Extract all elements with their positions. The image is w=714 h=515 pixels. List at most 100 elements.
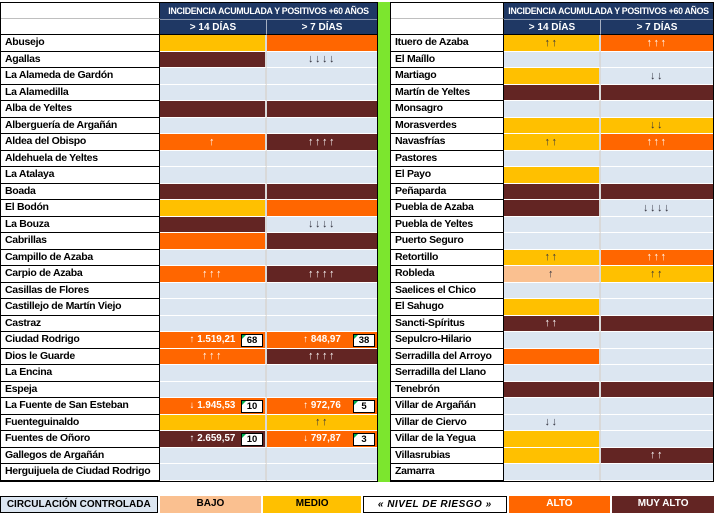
risk-cell-c7[interactable]	[267, 84, 377, 101]
risk-cell-c7[interactable]	[267, 200, 377, 217]
risk-cell-c14[interactable]	[504, 216, 601, 233]
municipality-name-cell[interactable]: Villasrubias	[391, 447, 504, 464]
risk-cell-c7[interactable]	[601, 348, 713, 365]
risk-cell-c14[interactable]	[504, 282, 601, 299]
risk-cell-c7[interactable]	[267, 233, 377, 250]
municipality-name-cell[interactable]: Cabrillas	[1, 233, 160, 250]
risk-cell-c14[interactable]	[160, 101, 267, 118]
risk-cell-c7[interactable]	[267, 183, 377, 200]
risk-cell-c14[interactable]	[160, 414, 267, 431]
municipality-name-cell[interactable]: Puebla de Azaba	[391, 200, 504, 217]
risk-cell-c7[interactable]	[601, 51, 713, 68]
municipality-name-cell[interactable]: El Payo	[391, 167, 504, 184]
municipality-name-cell[interactable]: Agallas	[1, 51, 160, 68]
column-header-7d[interactable]: > 7 DÍAS	[267, 19, 377, 35]
risk-cell-c7[interactable]	[601, 150, 713, 167]
risk-cell-c14[interactable]	[160, 464, 267, 481]
risk-cell-c14[interactable]	[160, 315, 267, 332]
risk-cell-c14[interactable]	[504, 117, 601, 134]
municipality-name-cell[interactable]: Aldea del Obispo	[1, 134, 160, 151]
risk-cell-c14[interactable]: ↑↑↑	[160, 348, 267, 365]
risk-cell-c7[interactable]: ↑↑↑	[601, 35, 713, 52]
risk-cell-c14[interactable]: ↑↑	[504, 249, 601, 266]
municipality-name-cell[interactable]: Alberguería de Argañán	[1, 117, 160, 134]
risk-cell-c14[interactable]	[504, 51, 601, 68]
risk-cell-c14[interactable]	[504, 68, 601, 85]
municipality-name-cell[interactable]: Abusejo	[1, 35, 160, 52]
risk-cell-c7[interactable]	[267, 35, 377, 52]
risk-cell-c7[interactable]	[601, 414, 713, 431]
legend-very_high[interactable]: MUY ALTO	[612, 496, 714, 513]
municipality-name-cell[interactable]: Gallegos de Argañán	[1, 447, 160, 464]
municipality-name-cell[interactable]: Sepulcro-Hilario	[391, 332, 504, 349]
risk-cell-c14[interactable]	[504, 381, 601, 398]
risk-cell-c7[interactable]	[601, 84, 713, 101]
column-header-14d[interactable]: > 14 DÍAS	[160, 19, 267, 35]
risk-cell-c14[interactable]	[504, 332, 601, 349]
municipality-name-cell[interactable]: Puerto Seguro	[391, 233, 504, 250]
risk-cell-c14[interactable]	[504, 183, 601, 200]
risk-cell-c14[interactable]: ↓↓	[504, 414, 601, 431]
risk-cell-c7[interactable]: ↓↓↓↓	[267, 51, 377, 68]
risk-cell-c7[interactable]	[601, 233, 713, 250]
municipality-name-cell[interactable]: El Sahugo	[391, 299, 504, 316]
risk-cell-c7[interactable]: ↓↓	[601, 68, 713, 85]
risk-cell-c14[interactable]	[504, 365, 601, 382]
risk-cell-c7[interactable]: ↑ 972,76 5	[267, 398, 377, 415]
risk-cell-c14[interactable]	[160, 249, 267, 266]
risk-cell-c7[interactable]	[267, 282, 377, 299]
risk-cell-c7[interactable]: ↑↑	[601, 266, 713, 283]
risk-cell-c14[interactable]	[160, 200, 267, 217]
risk-cell-c14[interactable]	[504, 101, 601, 118]
risk-cell-c7[interactable]	[267, 299, 377, 316]
municipality-name-cell[interactable]: Morasverdes	[391, 117, 504, 134]
municipality-name-cell[interactable]: Castraz	[1, 315, 160, 332]
risk-cell-c14[interactable]	[160, 84, 267, 101]
risk-cell-c7[interactable]	[601, 216, 713, 233]
legend-high[interactable]: ALTO	[508, 496, 611, 513]
risk-cell-c7[interactable]	[601, 398, 713, 415]
municipality-name-cell[interactable]: Tenebrón	[391, 381, 504, 398]
risk-cell-c14[interactable]	[160, 183, 267, 200]
municipality-name-cell[interactable]: Saelices el Chico	[391, 282, 504, 299]
risk-cell-c14[interactable]: ↑↑↑	[160, 266, 267, 283]
municipality-name-cell[interactable]: Villar de Ciervo	[391, 414, 504, 431]
risk-cell-c7[interactable]	[601, 299, 713, 316]
municipality-name-cell[interactable]: Puebla de Yeltes	[391, 216, 504, 233]
municipality-name-cell[interactable]: Aldehuela de Yeltes	[1, 150, 160, 167]
risk-cell-c7[interactable]: ↑↑	[601, 447, 713, 464]
municipality-name-cell[interactable]: Serradilla del Arroyo	[391, 348, 504, 365]
risk-cell-c14[interactable]	[160, 299, 267, 316]
municipality-name-cell[interactable]: La Bouza	[1, 216, 160, 233]
municipality-name-cell[interactable]: El Maíllo	[391, 51, 504, 68]
risk-cell-c7[interactable]	[267, 315, 377, 332]
municipality-name-cell[interactable]: Pastores	[391, 150, 504, 167]
municipality-name-cell[interactable]: La Fuente de San Esteban	[1, 398, 160, 415]
risk-cell-c7[interactable]: ↑ 848,97 38	[267, 332, 377, 349]
risk-cell-c14[interactable]	[160, 216, 267, 233]
risk-cell-c14[interactable]	[504, 398, 601, 415]
municipality-name-cell[interactable]: Alba de Yeltes	[1, 101, 160, 118]
municipality-name-cell[interactable]: Serradilla del Llano	[391, 365, 504, 382]
risk-cell-c14[interactable]	[160, 150, 267, 167]
risk-cell-c7[interactable]	[267, 150, 377, 167]
risk-cell-c14[interactable]: ↑ 1.519,21 68	[160, 332, 267, 349]
municipality-name-cell[interactable]: El Bodón	[1, 200, 160, 217]
risk-cell-c14[interactable]	[504, 447, 601, 464]
risk-cell-c14[interactable]	[160, 51, 267, 68]
risk-cell-c14[interactable]	[160, 381, 267, 398]
municipality-name-cell[interactable]: La Encina	[1, 365, 160, 382]
risk-cell-c14[interactable]: ↑	[160, 134, 267, 151]
risk-cell-c14[interactable]	[160, 365, 267, 382]
municipality-name-cell[interactable]: Fuentes de Oñoro	[1, 431, 160, 448]
risk-cell-c7[interactable]: ↓↓↓↓	[601, 200, 713, 217]
municipality-name-cell[interactable]: Robleda	[391, 266, 504, 283]
risk-cell-c14[interactable]: ↑↑	[504, 35, 601, 52]
risk-cell-c14[interactable]	[160, 35, 267, 52]
risk-cell-c7[interactable]: ↑↑↑↑	[267, 134, 377, 151]
risk-cell-c14[interactable]: ↓ 1.945,53 10	[160, 398, 267, 415]
risk-cell-c14[interactable]	[160, 233, 267, 250]
risk-cell-c7[interactable]	[601, 365, 713, 382]
municipality-name-cell[interactable]: Retortillo	[391, 249, 504, 266]
risk-cell-c14[interactable]	[504, 200, 601, 217]
